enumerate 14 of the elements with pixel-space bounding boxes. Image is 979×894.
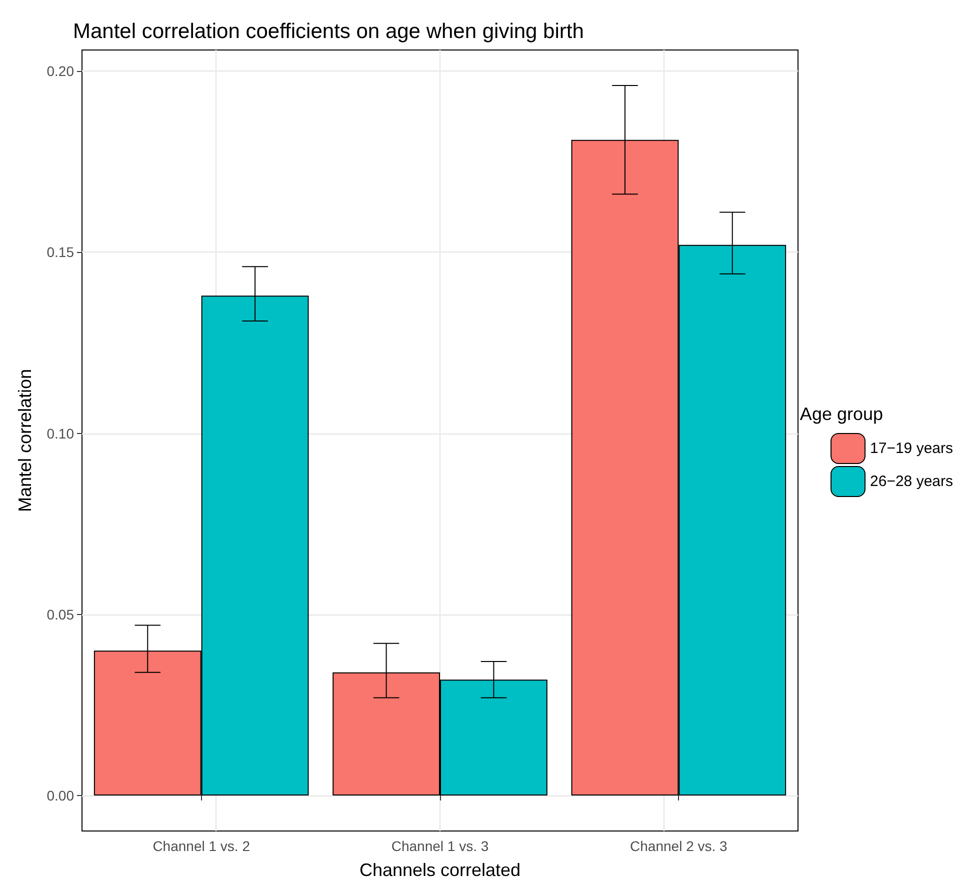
x-tick-label: Channel 2 vs. 3: [630, 838, 728, 854]
legend-label: 17−19 years: [870, 440, 954, 457]
legend-title: Age group: [800, 404, 884, 424]
y-tick-label: 0.15: [46, 244, 74, 260]
chart-title: Mantel correlation coefficients on age when giving birth: [73, 20, 584, 43]
y-tick-label: 0.10: [46, 425, 74, 442]
y-axis-title: Mantel correlation: [15, 368, 35, 512]
y-tick-label: 0.05: [46, 606, 74, 622]
y-tick-label: 0.20: [46, 63, 74, 80]
x-axis-title: Channels correlated: [359, 860, 521, 880]
y-tick-label: 0.00: [46, 788, 74, 804]
x-tick-label: Channel 1 vs. 2: [152, 838, 250, 854]
legend-label: 26−28 years: [870, 473, 954, 490]
x-tick-label: Channel 1 vs. 3: [391, 838, 489, 854]
